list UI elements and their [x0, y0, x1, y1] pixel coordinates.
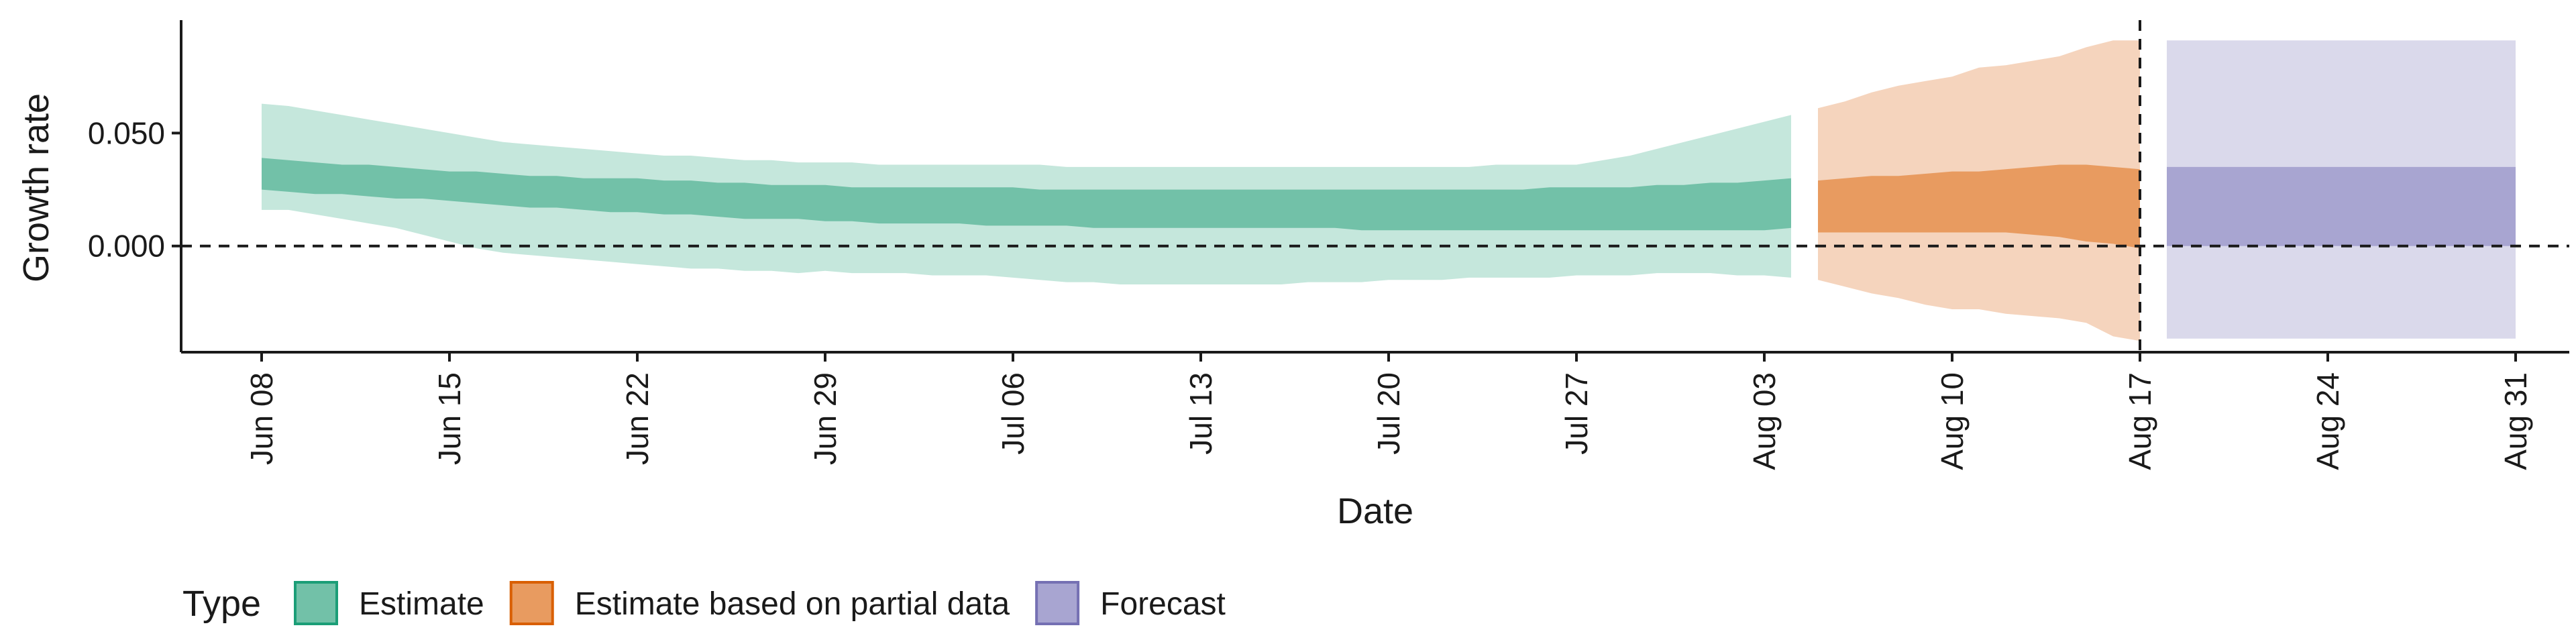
- legend-swatch-forecast: [1035, 581, 1080, 625]
- x-tick-label: Aug 24: [2310, 372, 2345, 470]
- legend-label-estimate-based-on-partial-data: Estimate based on partial data: [575, 586, 1010, 622]
- x-tick-label: Jun 08: [244, 372, 279, 465]
- x-axis-title: Date: [1337, 491, 1413, 531]
- x-tick-label: Jun 22: [620, 372, 655, 465]
- x-tick-label: Aug 10: [1935, 372, 1970, 470]
- x-tick-label: Jul 06: [996, 372, 1030, 455]
- legend: Type Estimate Estimate based on partial da…: [182, 581, 1226, 625]
- estimate-based-on-partial-data-band-50: [1818, 164, 2140, 249]
- x-tick-label: Jul 20: [1371, 372, 1406, 455]
- band-layer: [262, 40, 2516, 341]
- y-tick-label: 0.050: [88, 115, 165, 150]
- reference-lines: [181, 20, 2569, 352]
- x-tick-label: Jun 15: [432, 372, 467, 465]
- y-axis-title: Growth rate: [16, 93, 56, 282]
- x-tick-label: Jun 29: [808, 372, 843, 465]
- estimate-band-50: [262, 158, 1791, 231]
- x-tick-label: Aug 31: [2498, 372, 2533, 470]
- x-tick-label: Jul 13: [1183, 372, 1218, 455]
- legend-label-estimate: Estimate: [359, 586, 484, 622]
- x-tick-label: Aug 17: [2123, 372, 2157, 470]
- forecast-band-50: [2167, 166, 2516, 246]
- legend-title: Type: [182, 584, 261, 624]
- axes: 0.000 0.050 Jun 08 Jun 15 Jun 22 Jun 29 Jul 06…: [88, 20, 2569, 470]
- legend-label-forecast: Forecast: [1100, 586, 1226, 622]
- legend-swatch-estimate: [294, 581, 338, 625]
- x-tick-label: Jul 27: [1559, 372, 1594, 455]
- legend-swatch-estimate-based-on-partial-data: [509, 581, 554, 625]
- y-tick-label: 0.000: [88, 229, 165, 264]
- x-tick-label: Aug 03: [1747, 372, 1782, 470]
